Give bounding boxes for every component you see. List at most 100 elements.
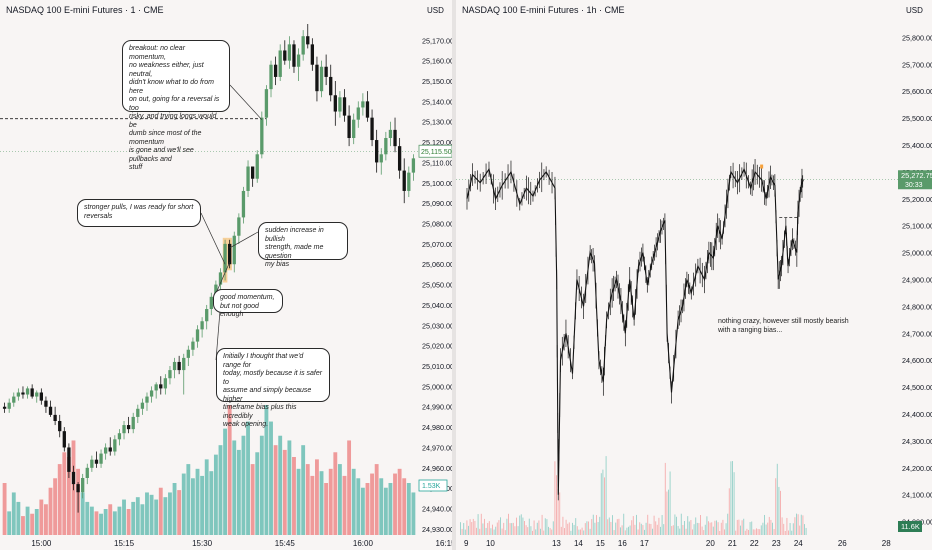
- chart-panel-1h[interactable]: 25,800.00 25,700.00 25,600.00 25,500.00 25,4…: [456, 0, 932, 550]
- volume-bar: [360, 487, 365, 535]
- volume-bar: [209, 471, 214, 535]
- x-tick-label: 23: [772, 539, 781, 548]
- x-tick-label: 15:45: [275, 539, 296, 548]
- volume-bar: [476, 527, 477, 535]
- volume-bar: [724, 529, 725, 535]
- chart-1min-currency[interactable]: USD: [427, 6, 444, 15]
- volume-bar: [752, 529, 754, 535]
- countdown-badge-label: 30:33: [905, 182, 923, 189]
- volume-bar: [645, 522, 647, 535]
- candle-body: [30, 388, 34, 397]
- volume-bar: [757, 528, 759, 535]
- chart-1h-svg[interactable]: 25,800.00 25,700.00 25,600.00 25,500.00 25,4…: [456, 0, 932, 550]
- chart-panel-1min[interactable]: 25,170.00 25,160.00 25,150.00 25,140.00 25,1…: [0, 0, 452, 550]
- volume-bar: [591, 519, 593, 535]
- volume-badge-label: 11.6K: [901, 522, 920, 531]
- volume-bar: [535, 529, 537, 535]
- volume-bar: [388, 483, 393, 535]
- price-badge-label: 25,115.50: [421, 149, 452, 156]
- candle-body: [356, 107, 360, 120]
- candle-body: [228, 243, 232, 265]
- volume-bar: [688, 521, 690, 535]
- volume-bar: [342, 475, 347, 535]
- annotation-good-momentum[interactable]: good momentum, but not good enough: [213, 289, 283, 318]
- y-tick-label: 25,130.00: [422, 118, 452, 127]
- y-tick-label: 25,110.00: [422, 158, 452, 167]
- candle-body: [384, 138, 388, 155]
- volume-bar: [719, 530, 721, 535]
- volume-bar: [540, 528, 541, 535]
- volume-bar: [30, 513, 35, 535]
- y-tick-label: 24,800.00: [902, 302, 932, 311]
- volume-bar: [712, 526, 714, 535]
- volume-bar: [743, 518, 745, 535]
- y-tick-label: 25,700.00: [902, 60, 932, 69]
- volume-bar: [781, 517, 783, 535]
- volume-bar: [648, 523, 650, 535]
- volume-bar: [536, 522, 538, 535]
- volume-bar: [698, 523, 700, 535]
- volume-bar: [626, 527, 628, 535]
- volume-bar: [190, 478, 195, 535]
- chart-1h-currency[interactable]: USD: [906, 6, 923, 15]
- volume-bar: [154, 499, 159, 535]
- candle-body: [182, 357, 186, 371]
- y-tick-label: 24,930.00: [422, 525, 452, 534]
- volume-bar: [365, 483, 370, 535]
- chart-1min-svg[interactable]: 25,170.00 25,160.00 25,150.00 25,140.00 25,1…: [0, 0, 452, 550]
- volume-bar: [463, 523, 465, 535]
- volume-bar: [644, 529, 645, 535]
- annotation-initially[interactable]: Initially I thought that we'd range for …: [216, 348, 330, 428]
- volume-bar: [575, 518, 577, 535]
- candle-body: [407, 172, 411, 191]
- volume-badge: [418, 479, 448, 492]
- annotation-sudden-increase[interactable]: sudden increase in bullish strength, mad…: [258, 222, 348, 268]
- volume-bar: [53, 478, 58, 535]
- candle-body: [218, 272, 223, 285]
- volume-bar: [636, 514, 637, 535]
- volume-bar: [11, 492, 16, 535]
- volume-bar: [519, 515, 521, 535]
- annotation-stronger-pulls[interactable]: stronger pulls, I was ready for short re…: [77, 199, 201, 227]
- volume-bar: [804, 524, 805, 535]
- volume-bar: [605, 456, 607, 535]
- annotation-breakout[interactable]: breakout: no clear momentum, no weakness…: [122, 40, 230, 171]
- volume-bar: [172, 483, 177, 535]
- volume-bar: [596, 515, 597, 535]
- volume-bar: [232, 440, 237, 535]
- volume-bar: [530, 526, 532, 535]
- volume-bar: [213, 454, 218, 535]
- volume-bar: [25, 506, 30, 535]
- volume-bar: [269, 421, 273, 535]
- volume-bar: [749, 522, 751, 535]
- volume-bar: [776, 463, 778, 535]
- volume-bar: [223, 428, 228, 535]
- volume-bar: [520, 514, 522, 535]
- annotation-nothing-crazy: nothing crazy, however still mostly bear…: [718, 318, 849, 334]
- volume-bar: [379, 478, 384, 535]
- panel-divider[interactable]: [452, 0, 456, 550]
- volume-bar: [584, 523, 586, 535]
- volume-bar: [717, 522, 719, 535]
- price-badge-label: 25,272.75: [901, 171, 932, 180]
- volume-bar: [461, 528, 463, 535]
- volume-bar: [324, 483, 329, 535]
- x-tick-label: 16: [618, 539, 627, 548]
- volume-bar: [250, 464, 255, 535]
- volume-bar: [524, 521, 525, 535]
- volume-bar: [764, 514, 765, 535]
- candle-body: [411, 158, 416, 173]
- volume-bar: [778, 486, 780, 535]
- volume-bar: [181, 473, 186, 535]
- candle-body: [361, 101, 365, 108]
- volume-bar: [500, 517, 501, 535]
- volume-bar: [149, 494, 154, 535]
- volume-bar: [796, 513, 797, 535]
- volume-bar: [517, 526, 519, 535]
- candle-body: [310, 44, 315, 65]
- y-tick-label: 24,940.00: [422, 505, 452, 514]
- volume-bar: [594, 522, 596, 535]
- volume-bar: [527, 527, 529, 535]
- candle-body: [232, 235, 236, 265]
- volume-bar: [674, 514, 676, 535]
